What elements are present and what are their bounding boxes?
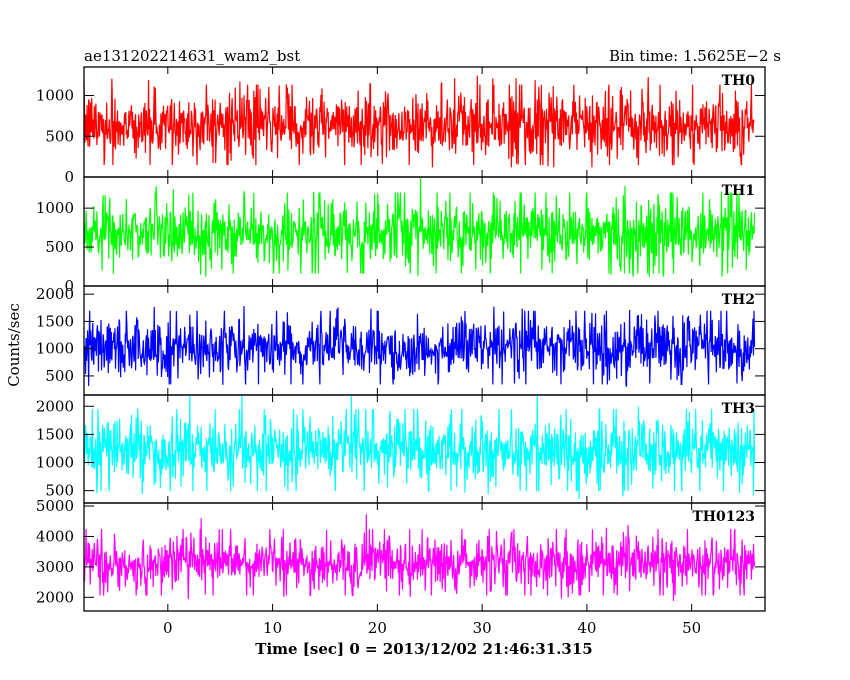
y-tick-label: 1500 [36,425,74,443]
panel-th1: 0 500 1000 TH1 [36,176,766,295]
y-tick-label: 1000 [36,87,74,105]
x-tick-label: 10 [263,619,282,637]
y-tick-label: 2000 [36,588,74,606]
y-tick-label: 500 [45,238,74,256]
series-label-th0123: TH0123 [692,509,755,525]
series-line-th0123 [83,514,756,601]
panels-group: 0 500 1000 TH0 0 500 1000 TH1 500 1000 1500 2000 TH2… [36,66,766,612]
y-tick-label: 500 [45,127,74,145]
y-tick-label: 5000 [36,497,74,515]
panel-th0123: 2000 3000 4000 5000 TH0123 [36,497,766,612]
series-line-th2 [83,305,756,387]
x-axis: 0 10 20 30 40 50 [163,619,701,637]
y-tick-label: 1000 [36,454,74,472]
x-tick-label: 50 [682,619,701,637]
panel-frame [83,502,766,612]
bin-time-label: Bin time: 1.5625E−2 s [609,47,781,65]
series-label-th0: TH0 [722,73,756,89]
y-tick-label: 0 [64,168,74,186]
y-tick-label: 1000 [36,199,74,217]
panel-th2: 500 1000 1500 2000 TH2 [36,285,766,396]
y-tick-label: 1500 [36,312,74,330]
y-tick-label: 1000 [36,340,74,358]
series-line-th1 [83,177,756,277]
y-tick-label: 3000 [36,558,74,576]
x-tick-label: 30 [473,619,492,637]
series-label-th2: TH2 [722,292,755,308]
y-tick-label: 0 [64,277,74,295]
y-tick-label: 500 [45,482,74,500]
y-tick-label: 2000 [36,285,74,303]
y-tick-label: 2000 [36,397,74,415]
x-tick-label: 20 [368,619,387,637]
y-axis-label: Counts/sec [5,303,23,387]
series-label-th1: TH1 [722,183,755,199]
chart-title: ae131202214631_wam2_bst [84,47,300,65]
x-tick-label: 40 [577,619,596,637]
panel-th0: 0 500 1000 TH0 [36,66,766,186]
y-tick-label: 500 [45,367,74,385]
y-tick-label: 4000 [36,527,74,545]
x-tick-label: 0 [163,619,173,637]
series-line-th0 [83,75,755,168]
series-label-th3: TH3 [722,401,755,417]
series-line-th3 [83,394,756,500]
panel-th3: 500 1000 1500 2000 TH3 [36,394,766,504]
x-axis-label: Time [sec] 0 = 2013/12/02 21:46:31.315 [255,640,592,658]
